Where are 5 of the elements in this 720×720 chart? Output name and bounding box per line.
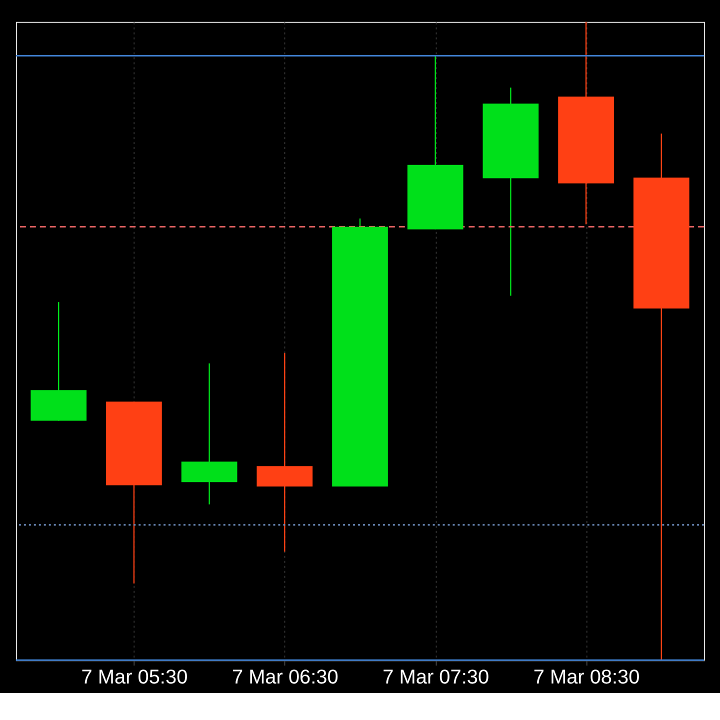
candlestick — [256, 352, 313, 552]
x-tick-label: 7 Mar 08:30 — [533, 666, 640, 689]
x-tick-label: 7 Mar 06:30 — [232, 666, 338, 689]
x-tick-label: 7 Mar 05:30 — [81, 666, 188, 689]
x-tick-label: 7 Mar 07:30 — [382, 666, 490, 689]
